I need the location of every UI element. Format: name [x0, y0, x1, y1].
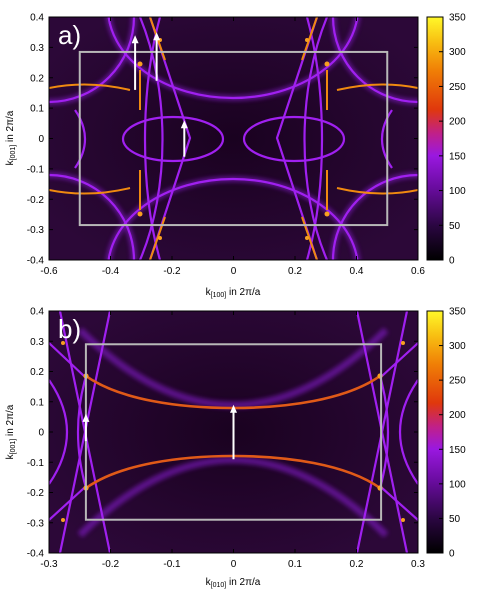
panel-a: a) -0.6 -0.4 -0.2 0 0.2 0.4 0.6-0.4-0.3-0.2-0.… — [5, 13, 466, 300]
panel-b-colorbar-tick-label: 300 — [449, 341, 466, 352]
panel-b-colorbar-tick-label: 100 — [449, 479, 466, 490]
panel-b-colorbar-tick-label: 50 — [449, 514, 461, 525]
panel-b-colorbar-tick-label: 250 — [449, 376, 466, 387]
panel-a-x-tick-label: -0.6 — [40, 266, 58, 277]
panel-b-colorbar-tick-label: 200 — [449, 410, 466, 421]
panel-b-y-tick-label: 0.1 — [30, 397, 44, 408]
panel-a-colorbar-tick-label: 0 — [449, 256, 455, 267]
panel-a-x-tick-label: 0.4 — [350, 266, 364, 277]
panel-b-ticks: -0.3 -0.2 -0.1 0 0.1 0.2 0.3-0.4-0.3-0.2-0.100… — [27, 307, 426, 571]
panel-a-x-tick-label: 0.6 — [411, 266, 425, 277]
panel-a-colorbar-tick-label: 100 — [449, 186, 466, 197]
panel-b-colorbar-tick-label: 350 — [449, 307, 466, 318]
panel-b-x-tick-label: -0.2 — [102, 559, 120, 570]
panel-a-bands — [49, 17, 418, 260]
panel-b-y-tick-label: -0.2 — [27, 488, 45, 499]
panel-a-colorbar-tick-label: 200 — [449, 117, 466, 128]
panel-b-y-tick-label: -0.3 — [27, 518, 45, 529]
panel-a-ticks: -0.6 -0.4 -0.2 0 0.2 0.4 0.6-0.4-0.3-0.2-0.100… — [27, 13, 426, 278]
panel-a-x-tick-label: 0 — [231, 266, 237, 277]
panel-a-x-tick-label: -0.4 — [102, 266, 120, 277]
panel-b-x-tick-label: 0.3 — [411, 559, 425, 570]
panel-a-y-tick-label: -0.4 — [27, 256, 45, 267]
panel-a-label: a) — [58, 20, 81, 50]
panel-b-arrow-head — [82, 413, 90, 422]
panel-b-colorbar-tick-label: 0 — [449, 549, 455, 560]
panel-b-colorbar — [426, 310, 444, 554]
panel-a-x-axis-label: k[100] in 2π/a — [206, 287, 261, 299]
panel-a-colorbar-tick-label: 250 — [449, 82, 466, 93]
panel-b-colorbar-ticks: 0 50 100 150 200 250 300 350 — [439, 307, 466, 560]
panel-b-y-tick-label: 0.4 — [30, 307, 44, 318]
panel-b-label: b) — [58, 314, 81, 344]
panel-b-x-tick-label: 0.2 — [350, 559, 364, 570]
panel-b-arrows — [82, 404, 237, 460]
panel-a-colorbar-ticks: 0 50 100 150 200 250 300 350 — [439, 13, 466, 267]
panel-a-colorbar-tick-label: 150 — [449, 151, 466, 162]
panel-b-arrow-head — [230, 404, 237, 413]
panel-b-y-tick-label: -0.4 — [27, 549, 45, 560]
panel-b-x-tick-label: -0.3 — [40, 559, 58, 570]
panel-a-arrow-head — [180, 120, 188, 129]
panel-a-brillouin-zone — [78, 50, 389, 227]
panel-b: b) -0.3 -0.2 -0.1 0 0.1 0.2 0.3-0.4-0.3-0.2-0.… — [5, 307, 466, 590]
panel-a-y-tick-label: 0.1 — [30, 104, 44, 115]
panel-a-colorbar — [426, 16, 444, 261]
panel-b-y-tick-label: -0.1 — [27, 458, 45, 469]
panel-a-arrow-head — [153, 32, 161, 41]
panel-a-arrows — [131, 32, 188, 157]
panel-b-x-tick-label: -0.1 — [163, 559, 181, 570]
panel-a-colorbar-tick-label: 50 — [449, 221, 461, 232]
panel-a-arrow-head — [131, 35, 139, 44]
panel-b-y-tick-label: 0.3 — [30, 337, 44, 348]
panel-a-y-axis-label: k[001] in 2π/a — [5, 110, 17, 165]
panel-a-y-tick-label: 0 — [38, 134, 44, 145]
panel-a-x-tick-label: 0.2 — [288, 266, 302, 277]
panel-b-x-tick-label: 0.1 — [288, 559, 302, 570]
panel-a-y-tick-label: -0.1 — [27, 164, 45, 175]
panel-b-y-tick-label: 0 — [38, 428, 44, 439]
panel-a-y-tick-label: 0.2 — [30, 73, 44, 84]
panel-a-y-tick-label: -0.3 — [27, 225, 45, 236]
panel-b-y-tick-label: 0.2 — [30, 367, 44, 378]
panel-b-x-tick-label: 0 — [231, 559, 237, 570]
panel-b-y-axis-label: k[001] in 2π/a — [5, 404, 17, 459]
panel-a-y-tick-label: 0.4 — [30, 13, 44, 24]
panel-b-colorbar-tick-label: 150 — [449, 445, 466, 456]
panel-a-plot-area — [49, 17, 418, 260]
panel-a-y-tick-label: 0.3 — [30, 43, 44, 54]
panel-a-colorbar-tick-label: 300 — [449, 47, 466, 58]
panel-b-x-axis-label: k[010] in 2π/a — [206, 577, 261, 589]
panel-a-y-tick-label: -0.2 — [27, 195, 45, 206]
panel-a-x-tick-label: -0.2 — [163, 266, 181, 277]
panel-a-colorbar-tick-label: 350 — [449, 13, 466, 24]
